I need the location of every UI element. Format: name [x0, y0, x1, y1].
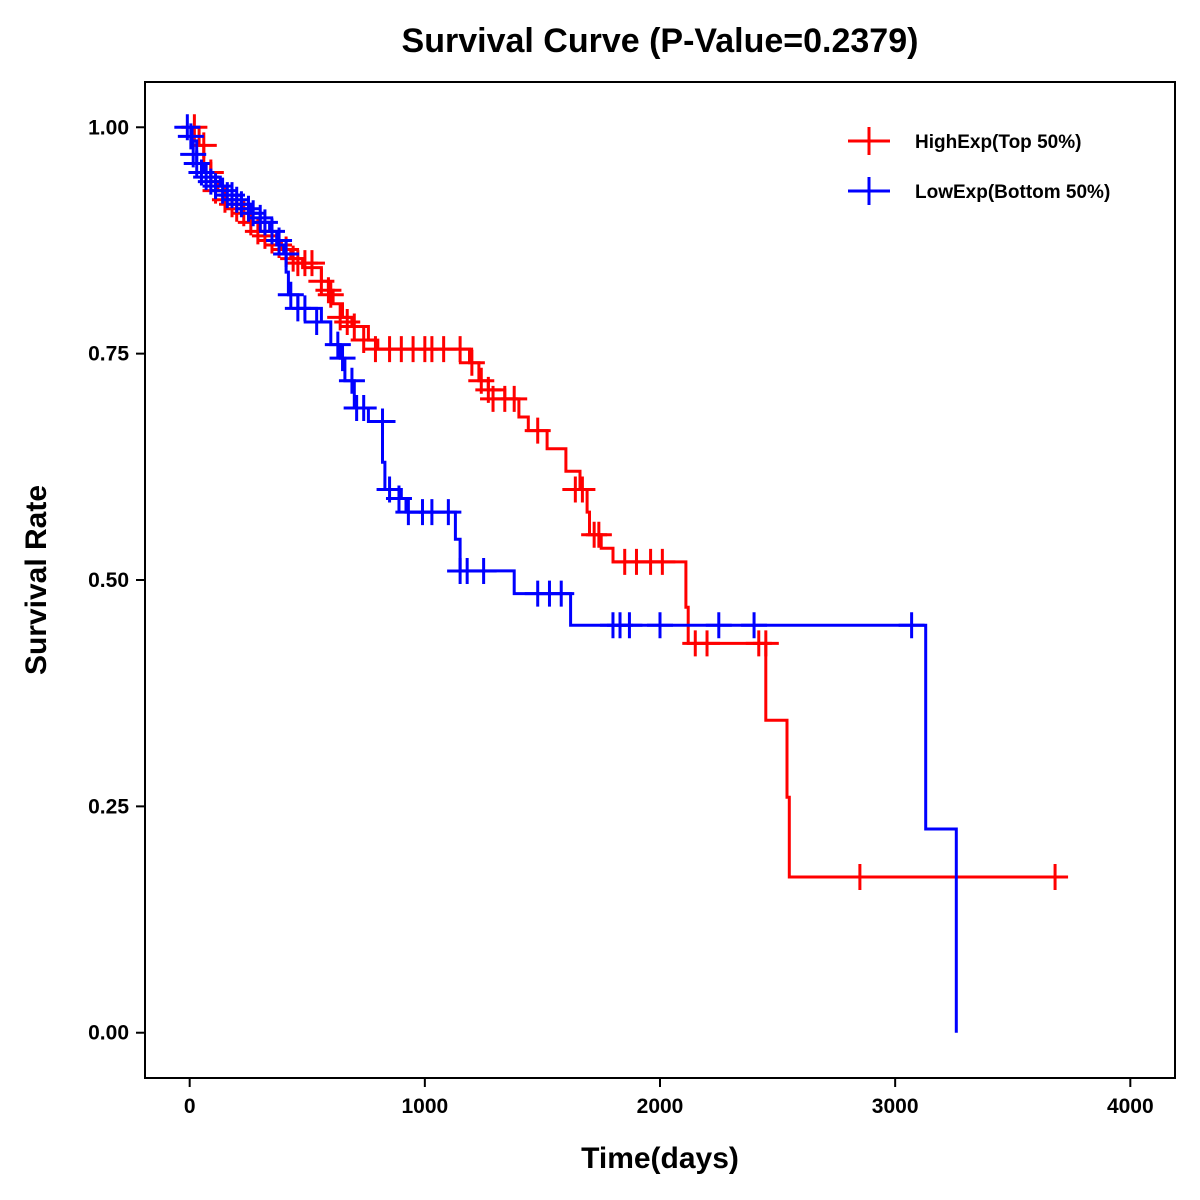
- censor-mark-high: [317, 281, 344, 308]
- censor-mark-low: [898, 612, 925, 639]
- x-tick-label: 2000: [637, 1095, 684, 1118]
- censor-mark-low: [647, 612, 673, 639]
- legend-entry-low: LowExp(Bottom 50%): [848, 177, 1110, 205]
- censor-mark-low: [470, 557, 497, 584]
- censor-mark-high: [585, 521, 612, 548]
- censor-mark-low: [385, 485, 412, 512]
- censor-mark-high: [341, 313, 368, 340]
- chart-title: Survival Curve (P-Value=0.2379): [402, 22, 919, 60]
- censor-mark-high: [752, 630, 779, 657]
- censor-mark-low: [291, 295, 318, 322]
- censor-mark-high: [298, 250, 325, 277]
- censor-mark-low: [303, 308, 330, 335]
- censor-mark-low: [350, 394, 377, 421]
- y-tick-label: 0.50: [88, 569, 129, 592]
- censor-mark-low: [324, 331, 351, 358]
- y-axis-title: Survival Rate: [20, 485, 53, 675]
- censor-mark-high: [334, 308, 361, 335]
- legend-entry-high: HighExp(Top 50%): [848, 127, 1081, 155]
- survival-line-high: [189, 125, 1065, 879]
- y-tick-label: 0.75: [88, 343, 129, 366]
- x-tick-label: 0: [184, 1095, 196, 1118]
- censor-mark-low: [705, 612, 732, 639]
- censor-mark-high: [458, 349, 485, 376]
- plot-area: [174, 114, 1069, 1033]
- censor-mark-low: [369, 408, 396, 435]
- censor-mark-low: [273, 241, 300, 268]
- censor-mark-low: [247, 204, 274, 231]
- censor-mark-high: [1042, 863, 1069, 890]
- censor-mark-high: [501, 385, 528, 412]
- censor-mark-low: [741, 612, 768, 639]
- y-tick-label: 0.00: [88, 1022, 129, 1045]
- censor-mark-high: [649, 548, 676, 575]
- legend-label-low: LowExp(Bottom 50%): [915, 182, 1110, 203]
- censor-mark-low: [277, 281, 304, 308]
- censor-mark-high: [569, 476, 596, 503]
- x-tick-label: 3000: [872, 1095, 919, 1118]
- censor-mark-high: [694, 630, 721, 657]
- censor-mark-low: [329, 345, 356, 372]
- censor-mark-low: [177, 123, 204, 150]
- censor-mark-high: [524, 417, 551, 444]
- censor-mark-high: [447, 336, 474, 363]
- y-axis: 0.00 0.25 0.50 0.75 1.00: [88, 116, 145, 1045]
- censor-mark-low: [338, 367, 365, 394]
- x-axis-title: Time(days): [581, 1142, 739, 1175]
- censor-mark-high: [315, 277, 342, 304]
- x-axis: 0 1000 2000 3000 4000: [184, 1078, 1154, 1118]
- y-tick-label: 1.00: [88, 116, 129, 139]
- censor-mark-low: [266, 227, 293, 254]
- legend-label-high: HighExp(Top 50%): [915, 132, 1081, 153]
- x-tick-label: 1000: [401, 1095, 448, 1118]
- censor-mark-low: [548, 580, 575, 607]
- y-tick-label: 0.25: [88, 795, 129, 818]
- censor-mark-low: [616, 612, 643, 639]
- censor-mark-high: [846, 863, 873, 890]
- x-tick-label: 4000: [1107, 1095, 1154, 1118]
- legend: HighExp(Top 50%) LowExp(Bottom 50%): [848, 127, 1110, 205]
- censor-mark-high: [280, 245, 307, 272]
- censor-mark-high: [327, 304, 354, 331]
- censor-mark-low: [435, 499, 462, 526]
- plot-frame: [144, 81, 1176, 1079]
